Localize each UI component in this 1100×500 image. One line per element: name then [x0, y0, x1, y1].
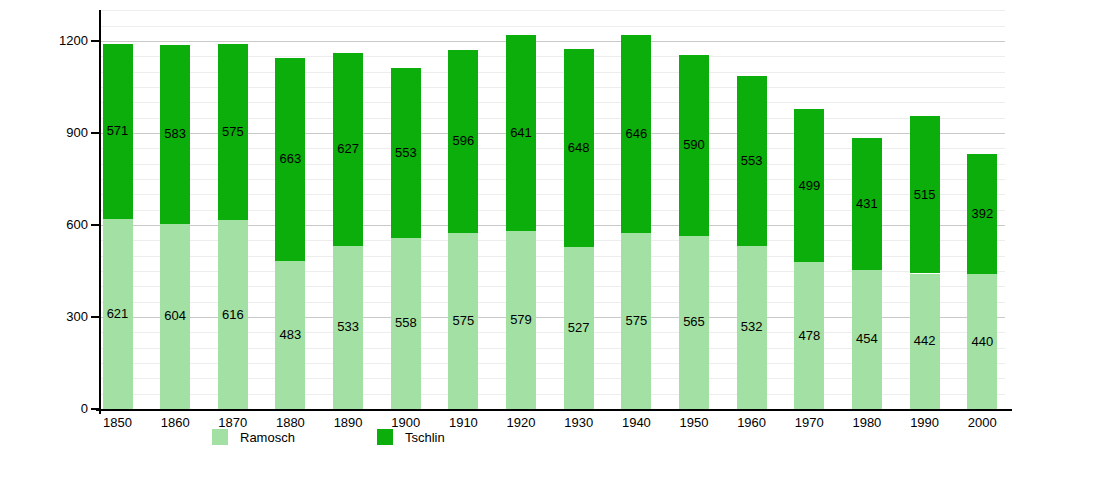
y-tick-0 — [91, 408, 100, 410]
bar-label-1980-tschlin: 431 — [847, 196, 887, 212]
x-tick-label-1910: 1910 — [438, 415, 488, 431]
y-tick-600 — [91, 224, 100, 226]
bar-label-1970-tschlin: 499 — [789, 178, 829, 194]
bar-label-1990-ramosch: 442 — [905, 333, 945, 349]
y-tick-label-900: 900 — [48, 125, 88, 141]
x-tick-label-1850: 1850 — [93, 415, 143, 431]
y-tick-1200 — [91, 40, 100, 42]
x-tick-label-1920: 1920 — [496, 415, 546, 431]
bar-label-1930-ramosch: 527 — [559, 320, 599, 336]
major-gridline-1200 — [101, 41, 1005, 42]
legend-swatch-ramosch — [212, 429, 228, 445]
bar-label-1910-tschlin: 596 — [443, 133, 483, 149]
bar-label-1880-ramosch: 483 — [270, 327, 310, 343]
bar-label-1880-tschlin: 663 — [270, 151, 310, 167]
bar-label-1850-ramosch: 621 — [98, 306, 138, 322]
x-tick-label-1950: 1950 — [669, 415, 719, 431]
x-tick-label-1970: 1970 — [784, 415, 834, 431]
bar-label-1950-ramosch: 565 — [674, 314, 714, 330]
bar-label-2000-tschlin: 392 — [962, 206, 1002, 222]
bar-label-1850-tschlin: 571 — [98, 123, 138, 139]
bar-label-1870-tschlin: 575 — [213, 124, 253, 140]
bar-label-1960-ramosch: 532 — [732, 319, 772, 335]
bar-label-1870-ramosch: 616 — [213, 307, 253, 323]
x-tick-label-1880: 1880 — [265, 415, 315, 431]
population-stacked-bar-chart: 621 571 604 583 616 575 483 663 533 627 558 553 575 5… — [0, 0, 1100, 500]
bar-label-1900-ramosch: 558 — [386, 315, 426, 331]
bar-label-1940-tschlin: 646 — [616, 126, 656, 142]
legend-label-ramosch: Ramosch — [240, 430, 295, 446]
legend-label-tschlin: Tschlin — [405, 430, 445, 446]
bar-label-1890-tschlin: 627 — [328, 141, 368, 157]
bar-label-1960-tschlin: 553 — [732, 153, 772, 169]
x-tick-label-2000: 2000 — [957, 415, 1007, 431]
y-tick-label-300: 300 — [48, 309, 88, 325]
bar-label-1950-tschlin: 590 — [674, 137, 714, 153]
bar-label-1920-tschlin: 641 — [501, 125, 541, 141]
x-tick-label-1960: 1960 — [727, 415, 777, 431]
bar-label-1860-tschlin: 583 — [155, 126, 195, 142]
y-tick-label-600: 600 — [48, 217, 88, 233]
x-tick-label-1930: 1930 — [554, 415, 604, 431]
bar-label-1930-tschlin: 648 — [559, 140, 599, 156]
x-tick-label-1860: 1860 — [150, 415, 200, 431]
y-tick-900 — [91, 132, 100, 134]
x-tick-label-1940: 1940 — [611, 415, 661, 431]
bar-label-1920-ramosch: 579 — [501, 312, 541, 328]
bar-label-1890-ramosch: 533 — [328, 319, 368, 335]
x-tick-label-1990: 1990 — [900, 415, 950, 431]
x-tick-label-1980: 1980 — [842, 415, 892, 431]
bar-label-2000-ramosch: 440 — [962, 334, 1002, 350]
y-tick-label-1200: 1200 — [48, 33, 88, 49]
minor-gridline-1300 — [101, 10, 1005, 11]
y-tick-label-0: 0 — [48, 401, 88, 417]
bar-label-1970-ramosch: 478 — [789, 328, 829, 344]
bar-label-1940-ramosch: 575 — [616, 313, 656, 329]
bar-label-1860-ramosch: 604 — [155, 308, 195, 324]
y-axis-line — [99, 10, 101, 414]
y-tick-300 — [91, 316, 100, 318]
x-axis-line — [96, 409, 1012, 411]
bar-label-1900-tschlin: 553 — [386, 145, 426, 161]
bar-label-1910-ramosch: 575 — [443, 313, 483, 329]
minor-gridline-1250 — [101, 26, 1005, 27]
bar-label-1980-ramosch: 454 — [847, 331, 887, 347]
legend-swatch-tschlin — [377, 429, 393, 445]
bar-label-1990-tschlin: 515 — [905, 187, 945, 203]
x-tick-label-1890: 1890 — [323, 415, 373, 431]
